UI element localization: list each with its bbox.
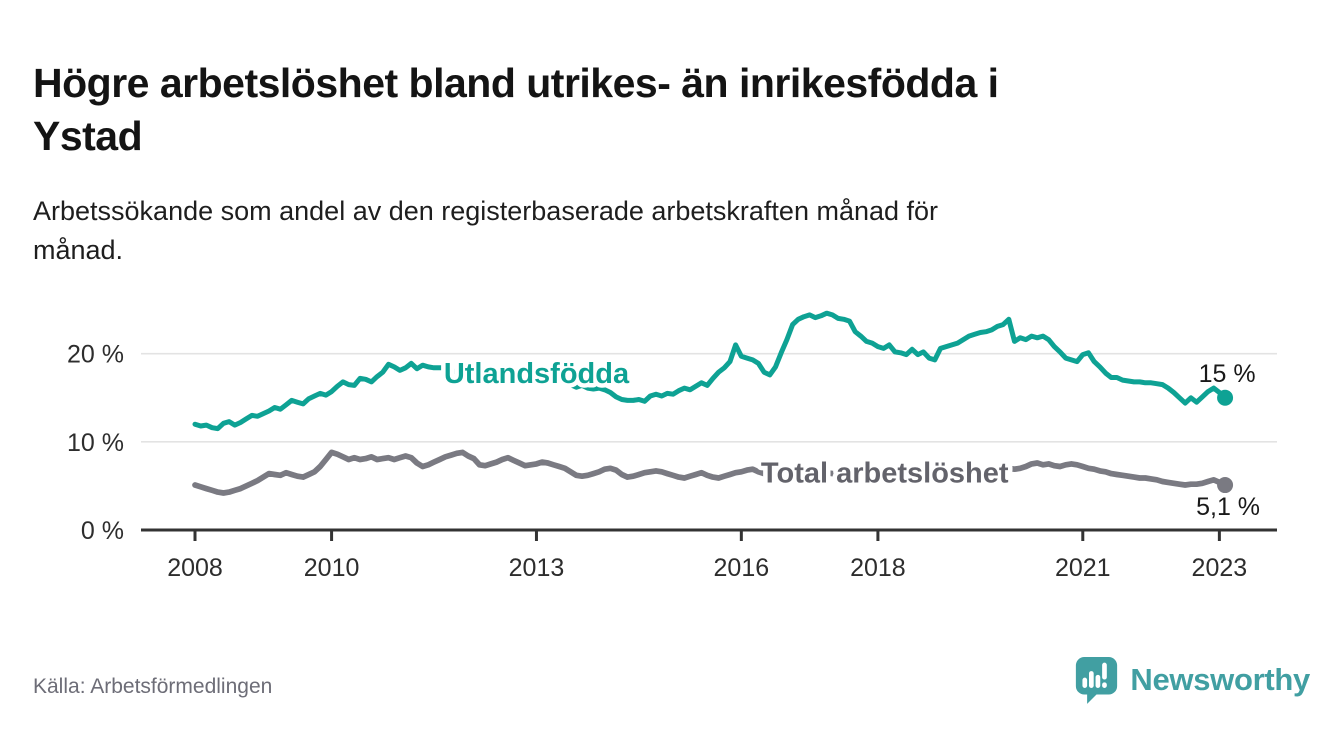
end-value-label: 15 % [1199,360,1256,388]
series-endpoint-dot [1217,477,1234,494]
newsworthy-icon [1076,657,1118,704]
end-value-label: 5,1 % [1196,493,1260,521]
page-title: Högre arbetslöshet bland utrikes- än inr… [33,60,999,159]
source-note: Källa: Arbetsförmedlingen [33,675,273,698]
y-tick-label: 10 % [67,429,124,457]
x-tick-label: 2023 [1192,554,1248,582]
page-subtitle: Arbetssökande som andel av den registerb… [33,196,939,266]
series-endpoint-dot [1217,389,1234,406]
x-tick-label: 2016 [714,554,770,582]
logo-exclamation-bar [1102,662,1108,680]
logo-bar-medium [1095,674,1101,688]
series-name-label: Total arbetslöshet [761,458,1009,490]
x-tick-label: 2018 [850,554,906,582]
series-line-utlandsfodda [192,310,1228,432]
series-line-total [192,449,1228,496]
newsworthy-wordmark: Newsworthy [1130,662,1310,697]
logo-bar-large [1089,671,1095,688]
y-tick-label: 0 % [81,517,124,545]
newsworthy-logo: Newsworthy [1074,655,1310,705]
x-tick-label: 2008 [167,554,223,582]
logo-bar-small [1082,677,1088,688]
logo-exclamation-dot [1102,682,1108,688]
x-tick-label: 2010 [304,554,360,582]
x-tick-label: 2013 [509,554,565,582]
series-name-label: Utlandsfödda [444,358,630,390]
x-tick-label: 2021 [1055,554,1111,582]
y-tick-label: 20 % [67,341,124,369]
